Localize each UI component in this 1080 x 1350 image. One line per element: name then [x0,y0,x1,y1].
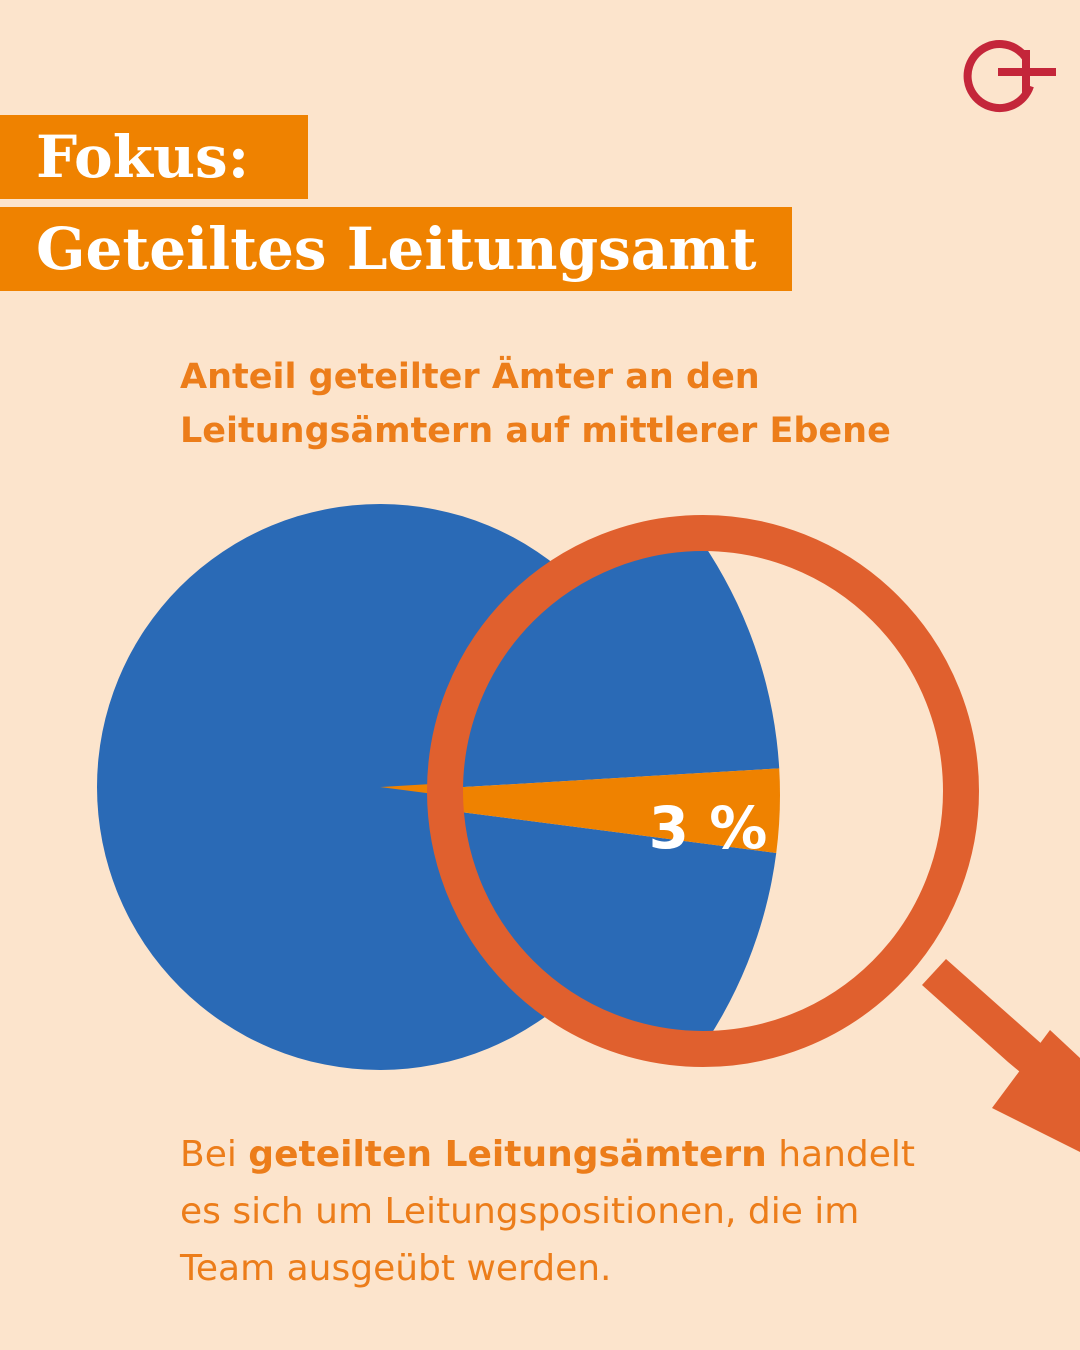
footer-text: Bei geteilten Leitungsämtern handelt es … [180,1126,940,1297]
magnifier-icon [427,515,1080,1152]
chart-title: Anteil geteilter Ämter an den Leitungsäm… [180,357,891,451]
title-line-2: Geteiltes Leitungsamt [0,207,792,291]
footer-text-end: handelt es sich um Leitungspositionen, d… [180,1134,916,1289]
footer-text-bold: geteilten Leitungsämtern [248,1134,767,1175]
slice-label: 3 % [649,794,768,862]
title-line-1: Fokus: [0,115,308,199]
logo-icon [963,40,1056,113]
magnified-slice-small [445,768,780,853]
footer-text-start: Bei [180,1134,249,1175]
